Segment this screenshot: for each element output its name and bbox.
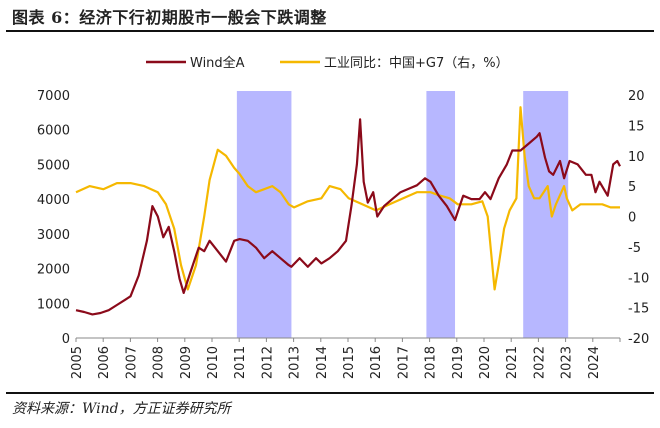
right-y-tick-label: -5 — [628, 241, 641, 256]
right-y-tick-label: 20 — [628, 89, 645, 104]
left-y-tick-label: 0 — [62, 332, 70, 347]
left-y-tick-label: 6000 — [37, 124, 70, 139]
legend-label-wind: Wind全A — [190, 55, 245, 71]
legend-label-industrial: 工业同比：中国+G7（右，%） — [324, 56, 509, 71]
x-ticks: 2005 2006 2007 2008 2009 2010 2011 2012 2013 2014… — [70, 338, 621, 379]
x-tick-label: 2008 — [152, 346, 167, 379]
x-tick-label: 2005 — [70, 346, 85, 379]
right-y-tick-label: 15 — [628, 119, 645, 134]
shaded-period-1 — [426, 91, 456, 338]
x-tick-label: 2009 — [179, 346, 194, 379]
x-tick-label: 2021 — [505, 346, 520, 379]
top-rule — [6, 30, 654, 32]
left-y-tick-label: 5000 — [37, 158, 70, 173]
figure-title: 图表 6：经济下行初期股市一般会下跌调整 — [12, 8, 327, 27]
right-y-tick-label: 10 — [628, 150, 645, 165]
source-note: 资料来源：Wind，方正证券研究所 — [12, 401, 231, 417]
series-lines — [75, 106, 621, 316]
x-tick-label: 2007 — [124, 346, 139, 379]
x-tick-label: 2023 — [560, 346, 575, 379]
x-tick-label: 2015 — [342, 346, 357, 379]
x-tick-label: 2016 — [369, 346, 384, 379]
right-y-tick-label: 0 — [628, 211, 636, 226]
x-tick-label: 2019 — [451, 346, 466, 379]
x-tick-label: 2017 — [396, 346, 411, 379]
right-y-tick-label: -10 — [628, 271, 649, 286]
x-tick-label: 2014 — [315, 346, 330, 379]
x-tick-label: 2022 — [532, 346, 547, 379]
x-tick-label: 2020 — [478, 346, 493, 379]
x-tick-label: 2018 — [424, 346, 439, 379]
legend: Wind全A 工业同比：中国+G7（右，%） — [146, 55, 509, 71]
bottom-rule — [6, 392, 654, 394]
left-y-tick-label: 2000 — [37, 263, 70, 278]
left-y-tick-label: 3000 — [37, 228, 70, 243]
x-tick-label: 2006 — [97, 346, 112, 379]
x-tick-label: 2024 — [587, 346, 602, 379]
x-tick-label: 2011 — [233, 346, 248, 379]
shaded-period-0 — [236, 91, 292, 338]
x-tick-label: 2013 — [288, 346, 303, 379]
left-y-tick-label: 1000 — [37, 297, 70, 312]
x-tick-label: 2010 — [206, 346, 221, 379]
shaded-periods — [236, 91, 569, 338]
right-y-tick-label: 5 — [628, 180, 636, 195]
series-line-wind — [75, 118, 621, 316]
left-y-ticks: 0 1000 2000 3000 4000 5000 6000 7000 — [37, 89, 70, 347]
right-y-ticks: -20 -15 -10 -5 0 5 10 15 20 — [628, 89, 649, 347]
left-y-tick-label: 7000 — [37, 89, 70, 104]
right-y-tick-label: -20 — [628, 332, 649, 347]
x-tick-label: 2012 — [260, 346, 275, 379]
shaded-period-2 — [523, 91, 569, 338]
right-y-tick-label: -15 — [628, 302, 649, 317]
left-y-tick-label: 4000 — [37, 193, 70, 208]
